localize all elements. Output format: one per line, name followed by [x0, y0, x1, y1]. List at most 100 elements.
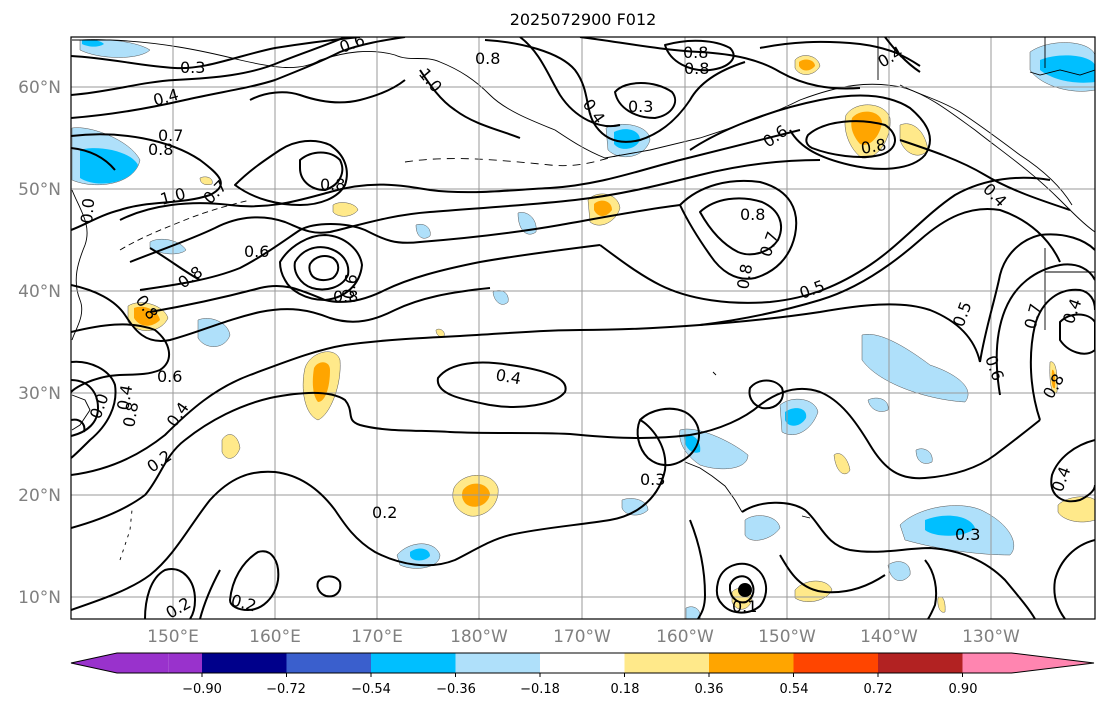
contour-line — [316, 575, 342, 598]
latitude-labels: 60°N 50°N 40°N 30°N 20°N 10°N — [18, 78, 61, 608]
figure-title: 2025072900 F012 — [510, 10, 657, 29]
colorbar — [70, 652, 1095, 677]
contour-line — [779, 554, 886, 594]
contour-line — [689, 94, 931, 170]
colorbar-tick-label: −0.36 — [436, 682, 476, 697]
negative-shading — [785, 408, 807, 426]
lat-label: 40°N — [18, 282, 61, 302]
positive-shading — [833, 453, 851, 475]
negative-shading — [197, 318, 231, 347]
negative-shading — [867, 397, 889, 412]
contour-minimum-marker — [738, 583, 752, 597]
lat-label: 60°N — [18, 78, 61, 98]
negative-shading — [685, 606, 701, 619]
positive-shading — [594, 200, 612, 216]
contour-line — [995, 263, 1095, 396]
lon-label: 170°W — [553, 627, 611, 647]
contour-line — [636, 407, 700, 467]
contour-label: 0.6 — [338, 272, 361, 300]
contour-line — [71, 37, 406, 119]
graticule — [71, 37, 1095, 619]
coastline — [404, 154, 621, 167]
contour-line — [699, 197, 782, 256]
contour-line — [71, 37, 361, 70]
contour-line — [484, 39, 746, 143]
negative-shading — [410, 548, 430, 561]
contour-line — [71, 303, 981, 476]
lat-label: 20°N — [18, 486, 61, 506]
contour-line — [71, 133, 222, 231]
contour-label: 0.8 — [683, 43, 708, 62]
map-frame — [70, 36, 1096, 620]
positive-shading — [221, 434, 241, 459]
contour-label: 0.8 — [148, 140, 173, 159]
contour-line — [199, 569, 221, 619]
negative-shading — [415, 224, 431, 239]
contour-line — [741, 501, 1036, 619]
contour-label: 0.3 — [180, 58, 205, 77]
contour-label: 0.3 — [628, 97, 653, 116]
contour-label: 0.1 — [732, 597, 757, 616]
contour-line — [293, 246, 350, 291]
colorbar-tick-label: 0.90 — [949, 682, 978, 697]
colorbar-segment — [878, 653, 963, 673]
contour-line — [729, 575, 755, 604]
colorbar-extend-low — [71, 653, 169, 673]
contour-label: 0.8 — [859, 135, 887, 158]
colorbar-segment — [286, 653, 372, 673]
coastline — [684, 461, 743, 513]
contour-line — [679, 179, 798, 280]
contour-label: 0.3 — [955, 525, 980, 544]
contour-label: 0.8 — [475, 49, 500, 68]
contour-line — [149, 247, 201, 281]
contour-label: 0.8 — [119, 400, 142, 428]
colorbar-extend-high — [962, 653, 1094, 673]
coastline — [1044, 248, 1095, 330]
contour-line — [1029, 288, 1095, 421]
negative-shading — [614, 129, 640, 149]
colorbar-tick-label: −0.90 — [182, 682, 222, 697]
contour-line — [234, 139, 348, 206]
contour-line — [689, 387, 1041, 480]
positive-shading — [1057, 496, 1095, 523]
colorbar-segment — [624, 653, 710, 673]
contour-label: 0.8 — [320, 175, 345, 194]
positive-shading — [199, 176, 213, 185]
contour-line — [139, 204, 681, 291]
colorbar-tick-label: 0.36 — [695, 682, 724, 697]
lon-label: 150°E — [147, 627, 199, 647]
contour-line — [759, 40, 921, 67]
lon-label: 140°W — [860, 627, 918, 647]
contour-label: 0.8 — [740, 205, 765, 224]
colorbar-tick-label: 0.18 — [611, 682, 640, 697]
contour-label: 0.2 — [372, 503, 397, 522]
contour-line — [805, 120, 896, 158]
contour-line — [899, 139, 1071, 211]
coastline — [119, 509, 133, 561]
contour-line — [1059, 313, 1095, 355]
contour-line — [71, 418, 86, 433]
contour-label: 0.6 — [157, 367, 182, 386]
lon-label: 170°E — [351, 627, 403, 647]
contour-line — [519, 37, 621, 128]
contour-line — [419, 69, 521, 139]
colorbar-segment — [202, 653, 287, 673]
colorbar-tick-label: −0.18 — [520, 682, 560, 697]
contour-line — [689, 519, 706, 619]
contour-label: 0.8 — [684, 59, 709, 78]
negative-shading — [915, 448, 933, 464]
colorbar-segment — [709, 653, 794, 673]
coastlines — [71, 37, 1095, 561]
longitude-labels: 150°E 160°E 170°E 180°W 170°W 160°W 150°… — [147, 627, 1020, 647]
colorbar-tick-label: 0.72 — [864, 682, 893, 697]
negative-shading — [80, 148, 138, 184]
contour-line — [436, 361, 567, 408]
contour-line — [279, 234, 363, 301]
contour-label: 0.6 — [244, 242, 269, 261]
contour-label: 0.4 — [494, 365, 522, 388]
contour-line — [71, 360, 117, 459]
contour-line — [149, 244, 601, 313]
lon-label: 160°E — [249, 627, 301, 647]
contour-line — [748, 379, 784, 410]
